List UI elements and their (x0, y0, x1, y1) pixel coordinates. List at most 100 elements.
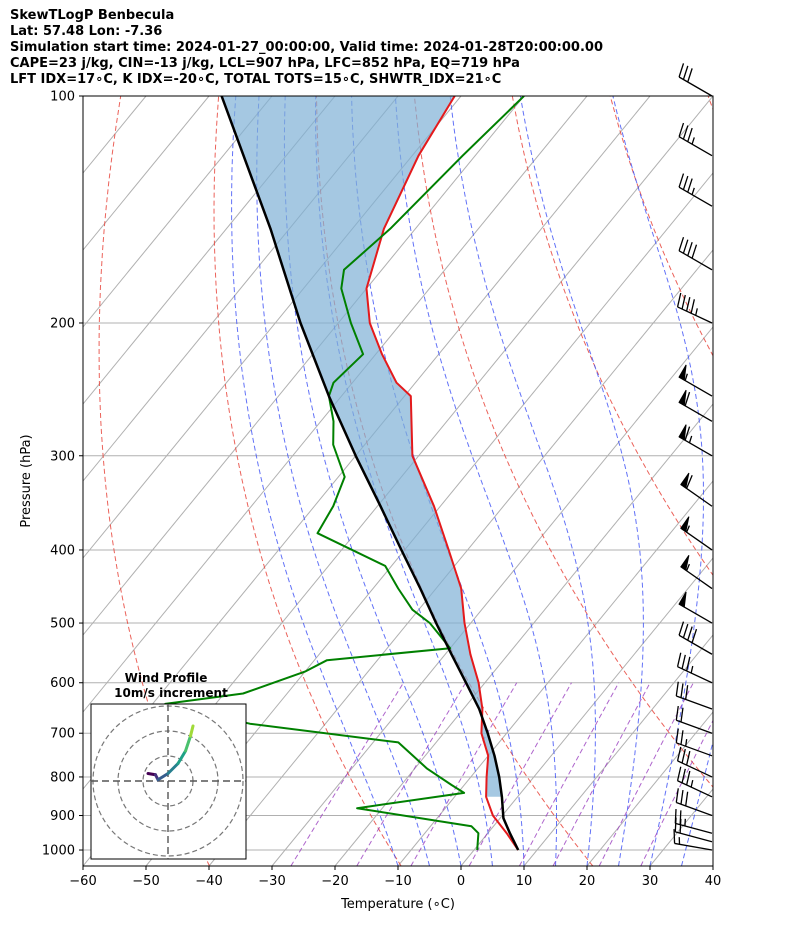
hodograph-segment (189, 724, 195, 738)
y-tick-label: 600 (50, 676, 75, 691)
wind-barb-flag (687, 241, 693, 256)
wind-barb-half-flag (691, 187, 695, 195)
wind-barb-staff (677, 306, 713, 324)
wind-barbs (673, 63, 713, 851)
wind-barb (678, 424, 713, 457)
isotherm-line (397, 480, 713, 866)
chart-header: SkewTLogP Benbecula Lat: 57.48 Lon: -7.3… (10, 8, 603, 88)
wind-barb-pennant (680, 516, 690, 533)
x-axis-label: Temperature (∘C) (340, 897, 455, 912)
wind-barb-half-flag (690, 779, 694, 788)
title-line-indices-2: LFT IDX=17∘C, K IDX=-20∘C, TOTAL TOTS=15… (10, 72, 502, 87)
wind-barb-flag (691, 244, 698, 259)
wind-barb-flag (687, 626, 693, 641)
x-tick-label: −50 (132, 874, 159, 889)
wind-barb-flag (679, 810, 682, 825)
wind-barb-staff (674, 842, 713, 851)
wind-barb-staff (678, 76, 713, 97)
hodograph-segment (166, 762, 180, 775)
wind-barb-flag (680, 707, 684, 723)
wind-barb-pennant (678, 389, 687, 407)
wind-barb (675, 681, 713, 710)
x-tick-label: −40 (195, 874, 222, 889)
wind-barb-flag (682, 623, 689, 638)
wind-barb-flag (674, 809, 677, 824)
wind-barb-flag (686, 475, 693, 489)
hodograph-subtitle: 10m/s increment (114, 686, 228, 700)
wind-barb-flag (675, 728, 679, 743)
wind-barb-half-flag (695, 308, 698, 316)
dry-adiabat (609, 96, 713, 357)
wind-barb-flag (676, 292, 682, 308)
wind-barb-staff (678, 136, 713, 157)
title-line-location: Lat: 57.48 Lon: -7.36 (10, 24, 163, 39)
wind-barb-flag (681, 294, 686, 310)
moist-adiabat (612, 96, 704, 866)
x-tick-label: 0 (457, 874, 465, 889)
hodograph-segment (156, 772, 170, 782)
wind-barb (675, 705, 713, 734)
wind-barb-flag (684, 391, 691, 406)
x-tick-label: −30 (258, 874, 285, 889)
wind-barb (675, 728, 713, 757)
wind-barb-flag (678, 621, 685, 636)
wind-barb-flag (680, 730, 684, 745)
wind-barb-half-flag (690, 665, 694, 674)
hodograph-segment (176, 749, 187, 765)
moist-adiabat (394, 96, 557, 866)
x-tick-label: 30 (642, 874, 659, 889)
wind-barb (678, 621, 713, 655)
mixing-ratio-line (356, 682, 467, 866)
wind-barb-pennant (680, 554, 690, 572)
x-tick-label: −10 (384, 874, 411, 889)
wind-barb (675, 788, 713, 817)
wind-barb-staff (678, 186, 713, 207)
isotherm-line (83, 96, 84, 97)
moist-adiabat (519, 96, 644, 866)
wind-barb (673, 829, 713, 851)
wind-barb (678, 63, 713, 97)
isotherm-line (649, 788, 713, 866)
mixing-ratio-line (598, 682, 694, 866)
wind-barb-staff (677, 780, 713, 798)
wind-barb (680, 516, 713, 551)
title-line-times: Simulation start time: 2024-01-27_00:00:… (10, 40, 603, 55)
mixing-ratio-line (468, 682, 572, 866)
isotherm-line (271, 326, 713, 866)
wind-barb-staff (675, 822, 713, 834)
wind-barb-flag (678, 63, 685, 78)
wind-barb-flag (673, 829, 676, 844)
wind-barb (678, 591, 713, 624)
isotherm-line (83, 96, 210, 251)
isotherm-line (712, 865, 713, 866)
y-tick-label: 500 (50, 617, 75, 632)
wind-barb-half-flag (684, 373, 688, 381)
isotherm-line (460, 557, 713, 866)
isotherm-line (83, 96, 525, 636)
wind-barb-staff (678, 250, 713, 271)
wind-barb-half-flag (685, 739, 688, 747)
y-tick-label: 100 (50, 90, 75, 105)
wind-barb-flag (682, 175, 689, 190)
hodograph-segment (184, 734, 192, 753)
wind-barb (680, 554, 713, 590)
wind-barb-staff (675, 831, 713, 843)
wind-barb (678, 389, 713, 422)
wind-barb (678, 364, 713, 397)
wind-barb-half-flag (686, 525, 690, 533)
mixing-ratio-line (518, 682, 620, 866)
wind-barb-flag (685, 791, 689, 807)
y-tick-label: 400 (50, 543, 75, 558)
wind-barb-flag (675, 705, 679, 721)
wind-barb-flag (678, 236, 685, 251)
title-line-indices-1: CAPE=23 j/kg, CIN=-13 j/kg, LCL=907 hPa,… (10, 56, 520, 71)
x-tick-label: −60 (69, 874, 96, 889)
x-tick-label: 20 (579, 874, 596, 889)
isotherm-line (334, 403, 713, 866)
isotherm-line (586, 711, 713, 866)
x-tick-label: −20 (321, 874, 348, 889)
temperature-line (365, 96, 520, 851)
wind-barb-pennant (678, 424, 687, 441)
wind-barb-staff (678, 634, 713, 655)
